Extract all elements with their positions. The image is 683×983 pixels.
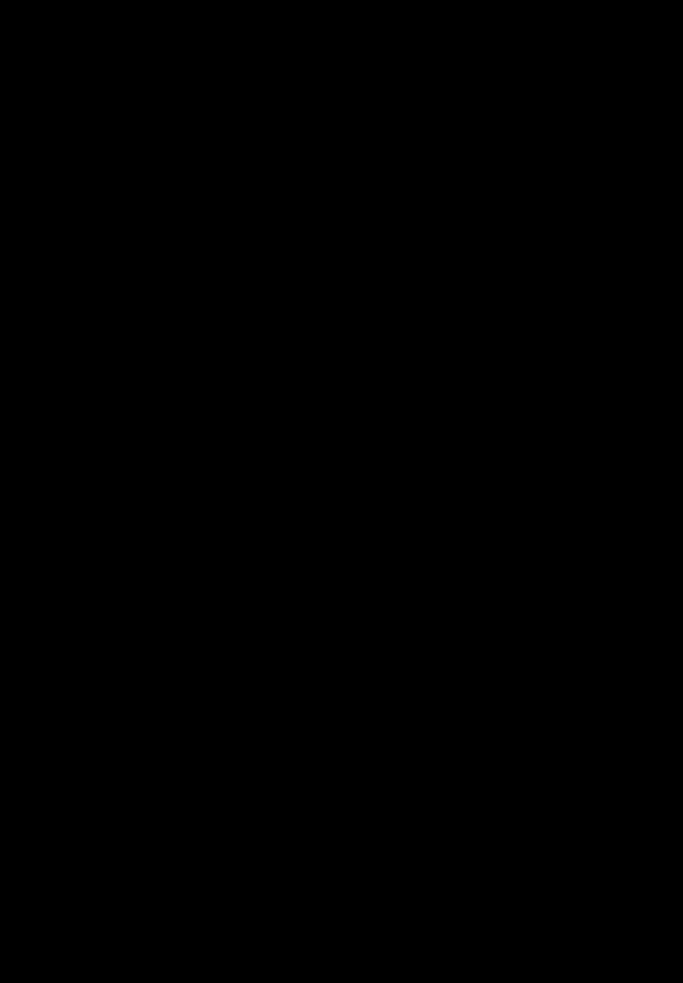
Text: o: o [254,410,261,420]
Text: o: o [30,214,38,227]
Text: 2: 2 [353,66,367,85]
Text: o: o [415,26,423,39]
Text: Coo: Coo [248,511,272,525]
Text: SEnz: SEnz [306,470,336,483]
Text: o: o [80,214,87,227]
Text: o: o [211,11,219,25]
Text: o: o [184,433,191,443]
Text: o: o [409,768,417,781]
Text: H: H [344,830,352,839]
Text: 3: 3 [117,138,139,166]
Text: o: o [298,388,305,398]
Text: :B: :B [163,385,177,399]
Text: H: H [334,844,343,854]
Text: o: o [200,214,208,227]
Text: Enolisation: Enolisation [382,601,465,615]
Text: H: H [274,421,282,431]
Text: C.:B: C.:B [372,895,398,908]
Text: SEnz: SEnz [217,247,247,260]
Text: 4: 4 [117,304,139,332]
Text: Thioesterase Mediated: Thioesterase Mediated [280,326,438,340]
Text: Claisen  Condensation: Claisen Condensation [262,170,432,186]
Text: M+: M+ [288,897,309,911]
Text: +: + [437,809,449,823]
Text: α: α [359,832,367,845]
Text: o: o [140,214,148,227]
Text: o: o [412,852,419,865]
Text: α: α [370,808,379,821]
Text: H+: H+ [392,412,412,425]
Text: Jh: Jh [445,827,458,840]
Text: o: o [314,875,322,888]
Text: H: H [344,760,352,770]
Text: SoA: SoA [495,64,519,77]
Text: o: o [500,26,507,39]
Text: 5: 5 [130,620,151,650]
Text: H+: H+ [335,738,354,751]
Text: n: n [361,872,369,885]
Text: SoA: SoA [263,66,287,79]
Text: H: H [337,792,346,802]
Text: o =: o = [192,499,214,512]
Text: o: o [51,13,59,27]
Text: H: H [344,890,352,900]
Text: Cyclisation: Cyclisation [310,346,386,360]
Text: o: o [257,9,266,23]
Text: :B: :B [382,731,395,745]
Text: :B: :B [247,811,261,825]
Text: SoA: SoA [73,68,97,81]
